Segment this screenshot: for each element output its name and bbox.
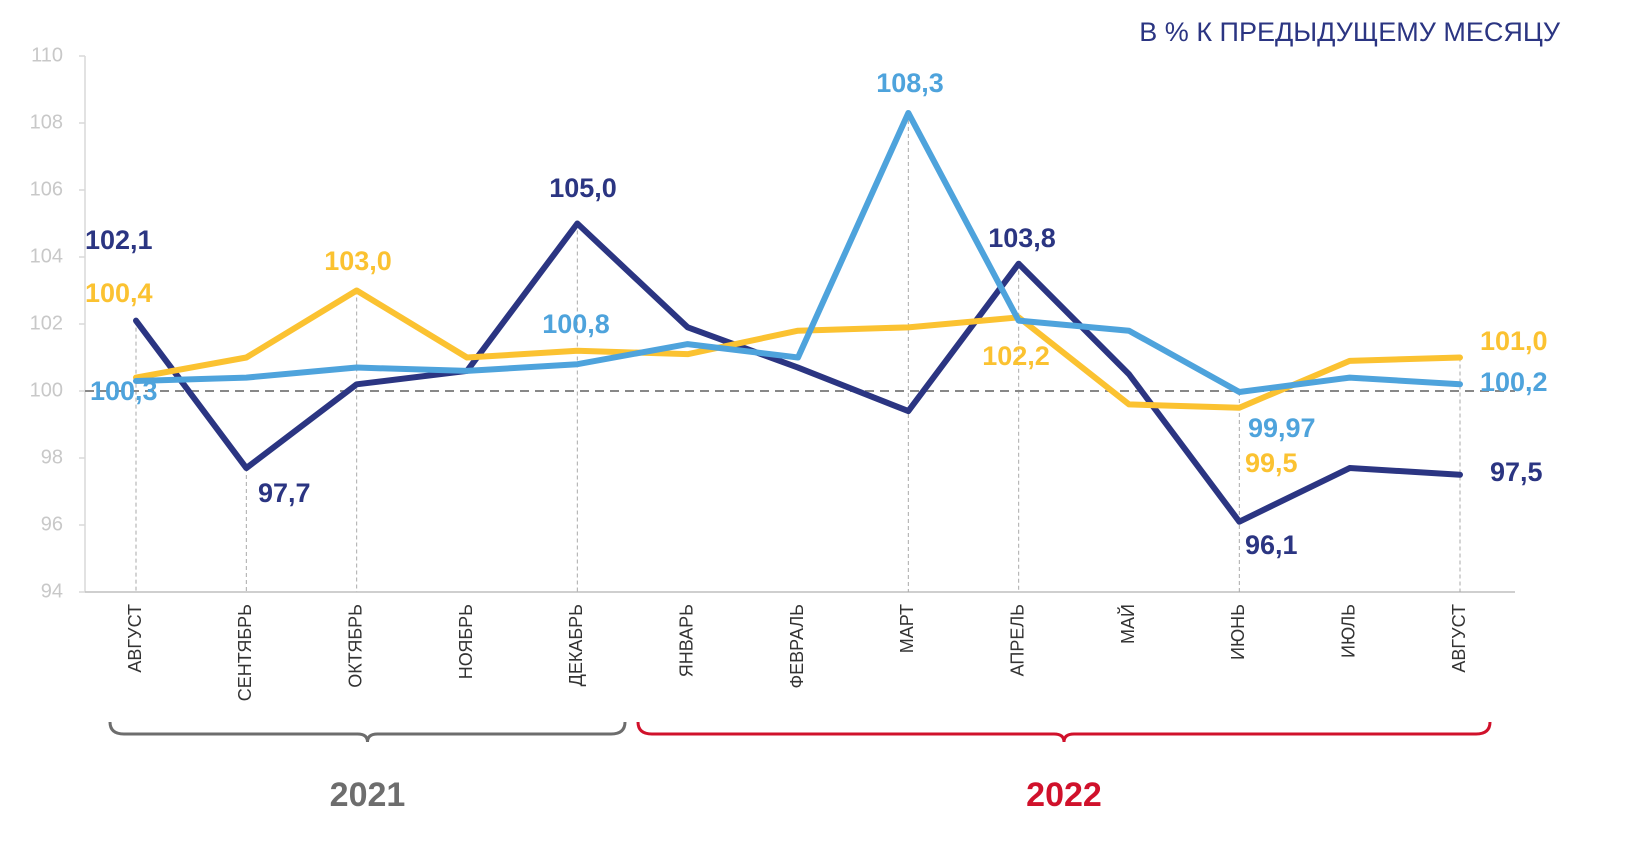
data-label: 99,5	[1245, 448, 1298, 478]
y-tick-label: 98	[41, 446, 63, 468]
group-brace	[636, 721, 1492, 743]
y-tick-label: 106	[30, 178, 63, 200]
x-tick-label: ЯНВАРЬ	[676, 604, 696, 677]
y-tick-label: 96	[41, 513, 63, 535]
x-tick-label: АВГУСТ	[125, 604, 145, 673]
group-label: 2022	[1026, 776, 1102, 814]
x-tick-label: АПРЕЛЬ	[1007, 604, 1027, 676]
series-line	[133, 220, 1463, 525]
x-tick-label: ДЕКАБРЬ	[566, 604, 586, 686]
y-tick-label: 102	[30, 312, 63, 334]
data-label: 102,1	[85, 225, 153, 255]
data-label: 100,4	[85, 278, 153, 308]
data-label: 100,2	[1480, 367, 1548, 397]
data-label: 97,5	[1490, 457, 1543, 487]
data-label: 100,3	[90, 376, 158, 406]
group-label: 2021	[330, 776, 406, 814]
data-label: 108,3	[876, 68, 944, 98]
x-tick-label: МАЙ	[1117, 604, 1138, 644]
data-label: 101,0	[1480, 326, 1548, 356]
x-tick-label: ФЕВРАЛЬ	[787, 604, 807, 689]
chart-subtitle: В % К ПРЕДЫДУЩЕМУ МЕСЯЦУ	[1139, 17, 1561, 47]
y-tick-label: 110	[31, 44, 63, 66]
data-label: 97,7	[258, 478, 311, 508]
data-label: 100,8	[542, 309, 610, 339]
x-tick-label: НОЯБРЬ	[456, 604, 476, 679]
x-tick-label: СЕНТЯБРЬ	[235, 604, 255, 701]
group-brace	[108, 721, 627, 743]
x-tick-label: ИЮНЬ	[1228, 604, 1248, 660]
series-line	[133, 287, 1463, 411]
x-tick-label: ОКТЯБРЬ	[345, 604, 365, 688]
x-tick-label: ИЮЛЬ	[1338, 604, 1358, 658]
data-label: 105,0	[549, 173, 617, 203]
x-tick-label: МАРТ	[897, 604, 917, 653]
y-tick-label: 104	[30, 245, 63, 267]
series-line	[133, 109, 1463, 396]
y-tick-label: 108	[30, 111, 63, 133]
y-tick-label: 100	[30, 379, 63, 401]
data-label: 99,97	[1248, 413, 1316, 443]
x-tick-label: АВГУСТ	[1449, 604, 1469, 673]
data-label: 96,1	[1245, 530, 1298, 560]
data-label: 103,0	[324, 246, 392, 276]
data-label: 102,2	[982, 341, 1050, 371]
y-tick-label: 94	[41, 580, 63, 602]
data-label: 103,8	[988, 223, 1056, 253]
